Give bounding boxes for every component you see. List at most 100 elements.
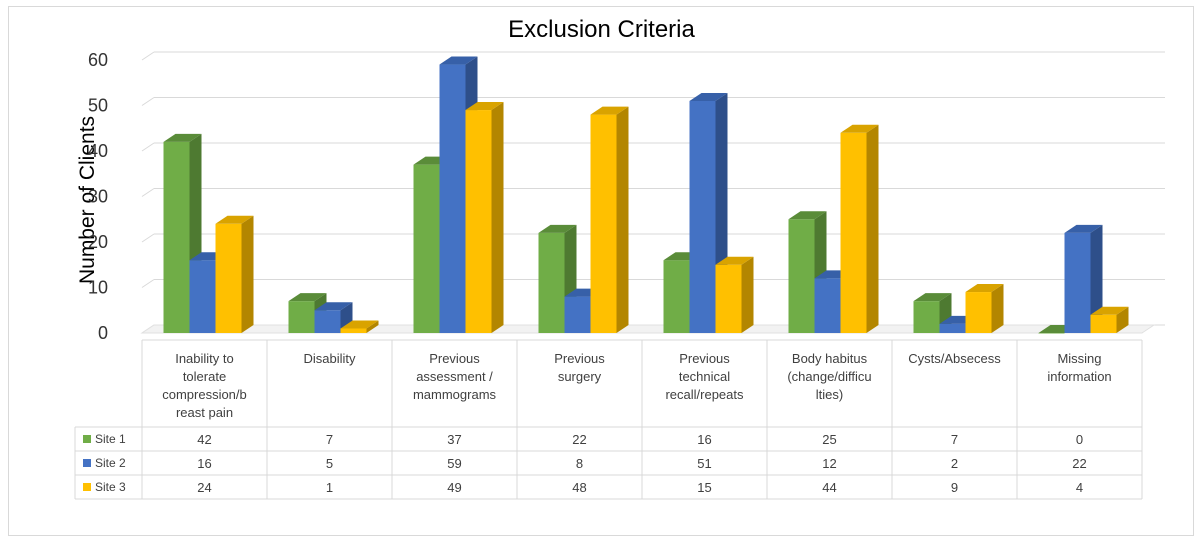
bar <box>590 114 617 333</box>
category-label: Body habitus <box>792 351 868 366</box>
bar <box>538 232 565 333</box>
data-label: 51 <box>697 456 711 471</box>
legend-swatch <box>83 483 91 491</box>
data-label: 7 <box>951 432 958 447</box>
bar-top <box>689 92 728 101</box>
data-label: 2 <box>951 456 958 471</box>
bar-side <box>616 106 629 333</box>
bar-top <box>465 102 504 111</box>
category-label: assessment / <box>416 369 493 384</box>
data-label: 48 <box>572 480 586 495</box>
data-label: 12 <box>822 456 836 471</box>
category-label: recall/repeats <box>665 387 744 402</box>
category-label: Previous <box>679 351 730 366</box>
category-label: information <box>1047 369 1111 384</box>
data-label: 49 <box>447 480 461 495</box>
data-label: 0 <box>1076 432 1083 447</box>
data-label: 5 <box>326 456 333 471</box>
bar-top <box>538 224 577 233</box>
data-label: 16 <box>697 432 711 447</box>
bar <box>1038 333 1065 334</box>
bar <box>288 301 315 333</box>
legend-label: Site 2 <box>95 456 126 470</box>
category-label: Cysts/Absecess <box>908 351 1001 366</box>
y-tick-label: 20 <box>88 232 108 252</box>
category-label: Previous <box>554 351 605 366</box>
bar <box>314 310 341 333</box>
data-label: 42 <box>197 432 211 447</box>
category-label: mammograms <box>413 387 497 402</box>
data-label: 59 <box>447 456 461 471</box>
bar-top <box>340 320 379 329</box>
bar <box>413 164 440 333</box>
bar <box>965 292 992 333</box>
bar-top <box>163 133 202 142</box>
data-label: 37 <box>447 432 461 447</box>
bar-top <box>215 215 254 224</box>
bar-side <box>1090 224 1103 333</box>
bar-side <box>491 102 504 333</box>
bar-top <box>1090 306 1129 315</box>
bar <box>189 260 216 333</box>
category-label: Disability <box>303 351 356 366</box>
category-label: lties) <box>816 387 843 402</box>
category-label: technical <box>679 369 730 384</box>
y-tick-label: 40 <box>88 141 108 161</box>
gridline-side <box>141 233 155 243</box>
bar-side <box>741 256 754 333</box>
chart-frame <box>8 6 1194 536</box>
gridline-side <box>141 188 155 197</box>
category-label: surgery <box>558 369 602 384</box>
bar <box>465 110 492 333</box>
bar <box>913 301 940 333</box>
gridline-side <box>141 51 155 61</box>
category-label: (change/difficu <box>787 369 871 384</box>
gridline-side <box>141 97 155 106</box>
bar <box>788 219 815 333</box>
bar <box>564 296 591 333</box>
category-label: Missing <box>1057 351 1101 366</box>
data-label: 15 <box>697 480 711 495</box>
bar-top <box>715 256 754 265</box>
data-label: 8 <box>576 456 583 471</box>
data-label: 22 <box>1072 456 1086 471</box>
bar <box>1064 232 1091 333</box>
y-tick-label: 30 <box>88 187 108 207</box>
data-label: 9 <box>951 480 958 495</box>
bar-top <box>439 56 478 65</box>
bar-top <box>1064 224 1103 233</box>
category-label: Inability to <box>175 351 234 366</box>
legend-label: Site 1 <box>95 432 126 446</box>
category-label: reast pain <box>176 405 233 420</box>
bar <box>689 100 716 333</box>
gridline-side <box>141 279 155 288</box>
bar-top <box>590 106 629 115</box>
data-label: 22 <box>572 432 586 447</box>
bar <box>715 264 742 333</box>
bar <box>663 260 690 333</box>
category-label: compression/b <box>162 387 247 402</box>
bar <box>939 323 966 333</box>
legend-label: Site 3 <box>95 480 126 494</box>
bar <box>439 64 466 334</box>
bar-side <box>991 284 1004 333</box>
category-label: Previous <box>429 351 480 366</box>
legend-swatch <box>83 435 91 443</box>
bar-top <box>788 211 827 220</box>
data-label: 1 <box>326 480 333 495</box>
bar-side <box>241 215 254 333</box>
bar <box>840 132 867 333</box>
data-label: 44 <box>822 480 836 495</box>
category-label: tolerate <box>183 369 226 384</box>
data-label: 25 <box>822 432 836 447</box>
chart-title: Exclusion Criteria <box>508 16 695 43</box>
gridline-side <box>141 142 155 152</box>
bar-side <box>366 320 379 333</box>
data-label: 24 <box>197 480 211 495</box>
y-tick-label: 50 <box>88 96 108 116</box>
bar-top <box>288 293 327 302</box>
bar-top <box>913 293 952 302</box>
bar <box>215 223 242 333</box>
y-tick-label: 0 <box>98 323 108 343</box>
